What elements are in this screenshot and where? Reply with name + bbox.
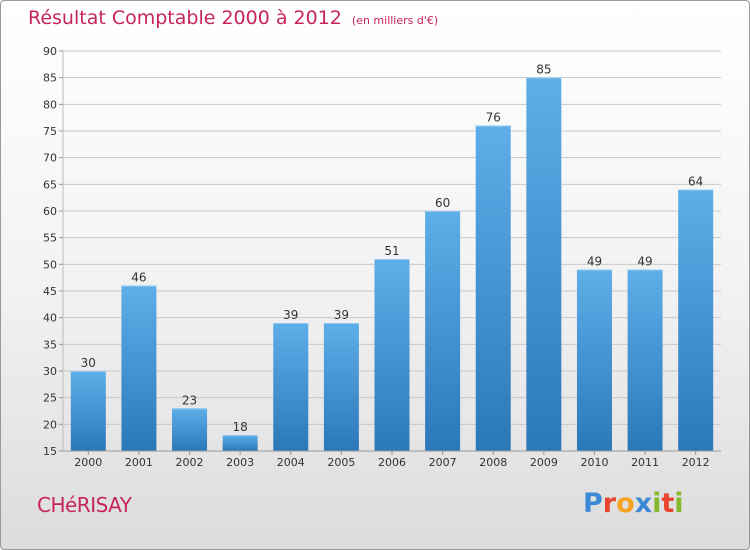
x-tick-label: 2003 <box>226 456 254 469</box>
bar <box>627 269 663 451</box>
proxiti-logo[interactable]: Proxiti <box>583 488 684 519</box>
data-label: 85 <box>536 63 551 77</box>
y-tick-label: 35 <box>43 338 57 351</box>
x-tick-label: 2010 <box>580 456 608 469</box>
y-tick-label: 65 <box>43 178 57 191</box>
logo-letter: x <box>634 488 653 519</box>
bars <box>70 77 714 452</box>
bar <box>425 211 461 451</box>
logo-letter: t <box>661 488 675 519</box>
data-labels: 30 46 23 18 39 39 51 60 76 85 49 49 64 <box>81 63 704 434</box>
data-label: 23 <box>182 393 197 407</box>
y-axis-ticks: 15 20 25 30 35 40 45 50 55 60 65 70 75 80 85 90 <box>43 45 63 458</box>
y-tick-label: 80 <box>43 98 57 111</box>
x-tick-label: 2007 <box>429 456 457 469</box>
x-tick-label: 2002 <box>176 456 204 469</box>
data-label: 30 <box>81 356 96 370</box>
data-label: 49 <box>587 255 602 269</box>
bar <box>475 125 511 452</box>
logo-letter: r <box>602 488 617 519</box>
data-label: 51 <box>384 244 399 258</box>
data-label: 64 <box>688 175 703 189</box>
x-tick-label: 2012 <box>682 456 710 469</box>
y-tick-label: 30 <box>43 365 57 378</box>
x-tick-label: 2011 <box>631 456 659 469</box>
x-axis-ticks: 2000 2001 2002 2003 2004 2005 2006 2007 2008 2009… <box>63 450 721 469</box>
y-tick-label: 70 <box>43 152 57 165</box>
data-label: 46 <box>131 271 146 285</box>
data-label: 39 <box>334 308 349 322</box>
chart-title-main: Résultat Comptable 2000 à 2012 <box>28 7 342 29</box>
data-label: 49 <box>637 255 652 269</box>
town-name: CHéRISAY <box>37 493 132 517</box>
x-tick-label: 2006 <box>378 456 406 469</box>
y-tick-label: 25 <box>43 392 57 405</box>
logo-letter: o <box>616 488 635 519</box>
data-label: 18 <box>233 420 248 434</box>
y-tick-label: 75 <box>43 125 57 138</box>
logo-letter: i <box>674 488 684 519</box>
y-tick-label: 50 <box>43 258 57 271</box>
bar <box>70 371 106 451</box>
y-tick-label: 85 <box>43 72 57 85</box>
bar <box>273 323 309 451</box>
bar <box>323 323 359 451</box>
bar <box>172 408 208 451</box>
bar <box>121 285 157 451</box>
data-label: 39 <box>283 308 298 322</box>
data-label: 76 <box>486 111 501 125</box>
x-tick-label: 2004 <box>277 456 305 469</box>
x-tick-label: 2005 <box>327 456 355 469</box>
logo-letter: P <box>583 488 603 519</box>
bar <box>374 259 410 451</box>
chart-title-unit: (en milliers d'€) <box>351 14 439 27</box>
x-tick-label: 2009 <box>530 456 558 469</box>
y-tick-label: 90 <box>43 45 57 58</box>
y-tick-label: 40 <box>43 312 57 325</box>
y-tick-label: 60 <box>43 205 57 218</box>
y-tick-label: 20 <box>43 418 57 431</box>
y-tick-label: 15 <box>43 445 57 458</box>
logo-letter: i <box>652 488 662 519</box>
data-label: 60 <box>435 196 450 210</box>
x-tick-label: 2001 <box>125 456 153 469</box>
bar <box>576 269 612 451</box>
y-tick-label: 55 <box>43 232 57 245</box>
chart-title: Résultat Comptable 2000 à 2012 (en millie… <box>28 7 438 29</box>
bar <box>526 77 562 452</box>
x-tick-label: 2008 <box>479 456 507 469</box>
x-tick-label: 2000 <box>74 456 102 469</box>
y-tick-label: 45 <box>43 285 57 298</box>
bar <box>222 435 258 451</box>
bar <box>678 189 714 451</box>
